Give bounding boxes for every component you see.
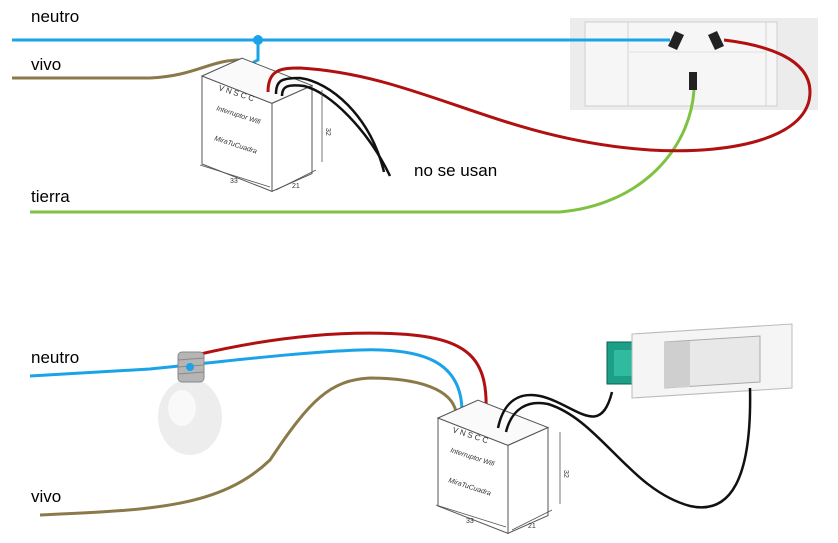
red-wire-top xyxy=(266,38,812,153)
wall-outlet xyxy=(570,18,818,110)
live-wire-bottom xyxy=(39,376,458,517)
label-vivo-bottom: vivo xyxy=(31,487,61,506)
outlet-slot-left xyxy=(668,31,684,50)
dim-bottom-height: 32 xyxy=(562,470,569,478)
top-diagram: V N S C C Interruptor Wifi MiraTuCuadra … xyxy=(12,7,818,214)
dim-top-width: 33 xyxy=(230,178,238,185)
label-unused: no se usan xyxy=(414,161,497,180)
label-tierra-top: tierra xyxy=(31,187,70,206)
black-wire-bottom-1 xyxy=(496,391,614,429)
label-neutro-top: neutro xyxy=(31,7,79,26)
module-bottom-dimensions: 33 21 32 xyxy=(435,432,569,531)
dim-top-depth: 21 xyxy=(292,183,300,190)
module-top-dimensions: 33 21 32 xyxy=(199,90,331,191)
neutral-junction xyxy=(253,35,263,45)
dim-bottom-width: 33 xyxy=(466,518,474,525)
outlet-slot-right xyxy=(708,31,724,50)
black-wire-top-2 xyxy=(280,84,392,177)
dim-top-height: 32 xyxy=(324,128,331,136)
outlet-slot-earth xyxy=(689,72,697,90)
neutral-wire-bottom xyxy=(29,348,464,413)
black-wire-bottom-2 xyxy=(504,387,752,509)
black-wire-top-1 xyxy=(274,76,386,173)
label-vivo-top: vivo xyxy=(31,55,61,74)
light-bulb xyxy=(158,351,222,455)
bottom-diagram: V N S C C Interruptor Wifi MiraTuCuadra … xyxy=(29,323,793,539)
wall-switch xyxy=(606,323,793,399)
dim-bottom-depth: 21 xyxy=(528,523,536,530)
label-neutro-bottom: neutro xyxy=(31,348,79,367)
red-wire-bottom xyxy=(195,331,488,413)
earth-wire-top xyxy=(30,89,696,214)
